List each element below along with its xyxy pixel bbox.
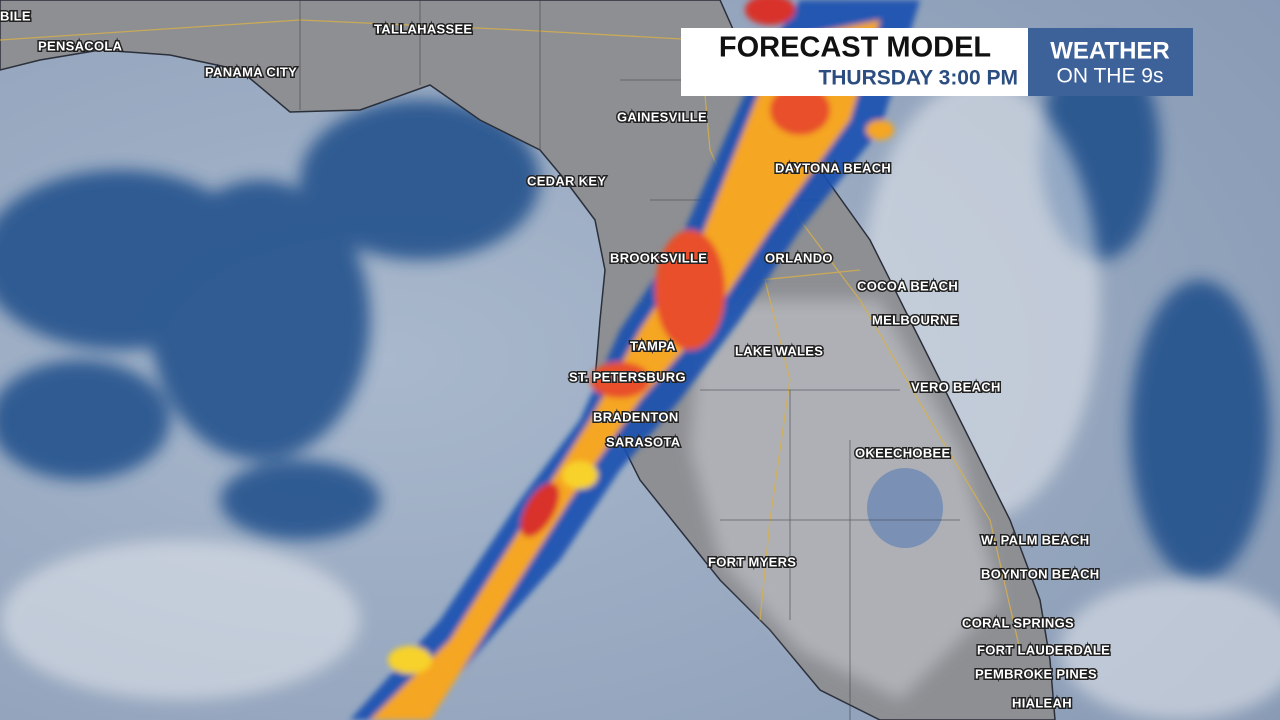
city-label: CORAL SPRINGS bbox=[962, 615, 1074, 630]
city-label: PANAMA CITY bbox=[205, 64, 297, 79]
city-label: ORLANDO bbox=[765, 250, 833, 265]
header-subtitle: THURSDAY 3:00 PM bbox=[818, 67, 1018, 90]
logo-line1: WEATHER bbox=[1050, 37, 1170, 64]
header-box bbox=[681, 28, 1028, 96]
logo-box bbox=[1028, 28, 1193, 96]
city-label: PENSACOLA bbox=[38, 38, 123, 53]
city-label: W. PALM BEACH bbox=[981, 532, 1089, 547]
city-label: FORT MYERS bbox=[708, 554, 796, 569]
city-label: CEDAR KEY bbox=[527, 173, 606, 188]
lake-okeechobee bbox=[867, 468, 943, 548]
city-label: BILE bbox=[0, 8, 31, 23]
city-label: TALLAHASSEE bbox=[374, 21, 472, 36]
city-label: FORT LAUDERDALE bbox=[977, 642, 1110, 657]
city-label: OKEECHOBEE bbox=[855, 445, 950, 460]
city-labels: BILE PENSACOLA TALLAHASSEE PANAMA CITY GAINE… bbox=[0, 7, 1111, 712]
city-label: HIALEAH bbox=[1012, 695, 1072, 710]
logo-line2: ON THE 9s bbox=[1057, 65, 1164, 88]
city-label: DAYTONA BEACH bbox=[775, 160, 891, 175]
radar bbox=[350, 0, 920, 720]
city-label: VERO BEACH bbox=[911, 379, 1001, 394]
city-label: TAMPA bbox=[630, 338, 676, 353]
city-label: PEMBROKE PINES bbox=[975, 666, 1097, 681]
city-label: BROOKSVILLE bbox=[610, 250, 707, 265]
header-title: FORECAST MODEL bbox=[719, 32, 991, 64]
city-label: GAINESVILLE bbox=[617, 109, 707, 124]
city-label: SARASOTA bbox=[606, 434, 681, 449]
city-label: ST. PETERSBURG bbox=[569, 369, 686, 384]
peninsula-haze bbox=[690, 300, 1000, 700]
city-label: MELBOURNE bbox=[872, 312, 959, 327]
city-label: BRADENTON bbox=[593, 409, 679, 424]
city-label: LAKE WALES bbox=[735, 343, 823, 358]
city-label: COCOA BEACH bbox=[857, 278, 958, 293]
city-label: BOYNTON BEACH bbox=[981, 566, 1100, 581]
